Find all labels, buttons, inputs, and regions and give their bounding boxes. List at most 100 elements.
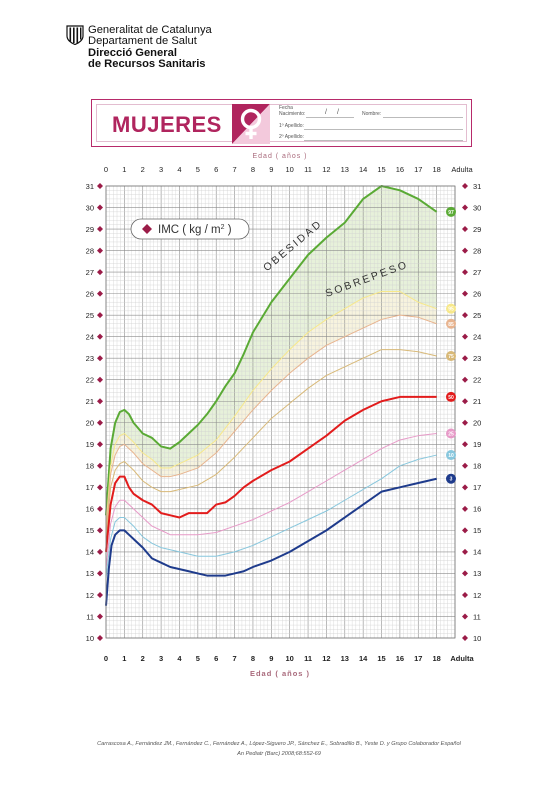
x-tick-label-bottom: 4 [177, 654, 182, 663]
percentile-50-badge [446, 391, 456, 402]
x-tick-label-bottom: 10 [286, 654, 294, 663]
y-tick-diamond-left [97, 269, 103, 276]
date-separator-1: / [325, 109, 327, 116]
y-tick-label-left: 25 [86, 311, 94, 320]
date-separator-2: / [337, 109, 339, 116]
x-tick-label-bottom: 0 [104, 654, 108, 663]
y-tick-label-right: 14 [473, 548, 481, 557]
y-tick-diamond-right [462, 527, 468, 534]
y-tick-label-left: 20 [86, 419, 94, 428]
y-tick-label-right: 27 [473, 268, 481, 277]
y-tick-diamond-right [462, 204, 468, 211]
plot-frame [105, 185, 456, 639]
y-tick-diamond-left [97, 462, 103, 469]
y-tick-diamond-left [97, 183, 103, 189]
x-tick-label-top: 9 [269, 165, 273, 174]
x-tick-label-bottom: 15 [377, 654, 385, 663]
y-tick-diamond-right [462, 333, 468, 340]
y-tick-label-left: 24 [86, 332, 94, 341]
y-tick-label-left: 26 [86, 289, 94, 298]
y-tick-diamond-right [462, 613, 468, 620]
y-tick-diamond-left [97, 527, 103, 534]
y-tick-diamond-left [97, 505, 103, 512]
x-tick-label-top: 3 [159, 165, 163, 174]
x-tick-label-top: 13 [341, 165, 349, 174]
legend-label: IMC ( kg / m2 ) [158, 224, 232, 236]
x-tick-label-top: 1 [122, 165, 126, 174]
y-tick-diamond-right [462, 505, 468, 512]
y-tick-diamond-left [97, 613, 103, 620]
chart-axes: 0011223344556677889910101111121213131414… [86, 165, 482, 663]
percentile-25-line [105, 433, 437, 570]
percentile-50-badge-label: 50 [448, 395, 454, 401]
percentile-10-badge [446, 450, 456, 461]
y-tick-diamond-left [97, 226, 103, 233]
apellido1-label: 1º Apellido: [279, 123, 304, 129]
apellido2-field[interactable] [304, 140, 463, 141]
y-tick-diamond-right [462, 376, 468, 383]
top-axis-title: Edad ( años ) [252, 153, 307, 160]
female-symbol-icon [232, 104, 270, 144]
fecha-label: Fecha [279, 105, 293, 111]
x-tick-label-bottom: 14 [359, 654, 368, 663]
x-tick-label-top: 14 [359, 165, 367, 174]
y-tick-diamond-left [97, 635, 103, 641]
y-tick-label-right: 20 [473, 419, 481, 428]
y-tick-label-left: 14 [86, 548, 94, 557]
y-tick-label-left: 19 [86, 440, 94, 449]
header-line-2: Departament de Salut [88, 35, 197, 48]
apellido2-label: 2º Apellido: [279, 134, 304, 140]
citation-authors: Carrascosa A., Fernández JM., Fernández … [97, 741, 461, 747]
y-tick-label-right: 17 [473, 483, 481, 492]
percentile-95-badge-label: 95 [448, 307, 454, 313]
patient-form-box: MUJERES Fecha Nacimiento: / / Nombre: 1º… [91, 99, 472, 147]
y-tick-diamond-right [462, 548, 468, 555]
apellido1-field[interactable] [304, 129, 463, 130]
x-tick-label-bottom: 3 [159, 654, 163, 663]
nombre-field[interactable] [383, 117, 463, 118]
y-tick-label-right: 26 [473, 289, 481, 298]
x-tick-label-bottom: 16 [396, 654, 404, 663]
percentile-3-line [105, 477, 437, 606]
x-tick-label-bottom: 9 [269, 654, 273, 663]
x-end-label-bottom: Adulta [450, 654, 474, 663]
y-tick-diamond-left [97, 419, 103, 426]
percentile-97-line [105, 185, 438, 516]
x-tick-label-top: 16 [396, 165, 404, 174]
x-tick-label-top: 12 [322, 165, 330, 174]
legend-box: IMC ( kg / m2 ) [130, 218, 250, 240]
percentile-97-badge [446, 206, 456, 217]
percentile-75-badge [446, 351, 456, 362]
y-tick-label-left: 30 [86, 203, 94, 212]
y-tick-label-left: 29 [86, 225, 94, 234]
percentile-10-badge-label: 10 [448, 453, 454, 459]
y-tick-label-left: 15 [86, 526, 94, 535]
y-tick-diamond-right [462, 635, 468, 641]
x-tick-label-bottom: 17 [414, 654, 422, 663]
x-tick-label-bottom: 6 [214, 654, 218, 663]
percentile-75-badge-label: 75 [448, 354, 454, 360]
y-tick-diamond-left [97, 247, 103, 254]
y-tick-diamond-right [462, 484, 468, 491]
x-tick-label-bottom: 18 [432, 654, 440, 663]
birthdate-field[interactable] [306, 117, 354, 118]
y-tick-label-right: 29 [473, 225, 481, 234]
institution-header: Generalitat de Catalunya Departament de … [66, 24, 212, 71]
percentile-50-line [105, 395, 437, 552]
y-tick-diamond-right [462, 419, 468, 426]
x-tick-label-bottom: 2 [141, 654, 145, 663]
x-tick-label-top: 4 [177, 165, 181, 174]
x-tick-label-top: 0 [104, 165, 108, 174]
legend-diamond-icon [142, 224, 152, 234]
y-tick-label-right: 18 [473, 462, 481, 471]
y-tick-diamond-right [462, 269, 468, 276]
percentile-95-badge [446, 303, 456, 314]
y-tick-diamond-left [97, 290, 103, 297]
y-tick-label-left: 13 [86, 569, 94, 578]
percentile-25-badge [446, 428, 456, 439]
sex-title: MUJERES [112, 112, 222, 137]
x-tick-label-top: 18 [432, 165, 440, 174]
y-tick-diamond-right [462, 570, 468, 577]
bottom-axis-title: Edad ( años ) [250, 669, 310, 678]
